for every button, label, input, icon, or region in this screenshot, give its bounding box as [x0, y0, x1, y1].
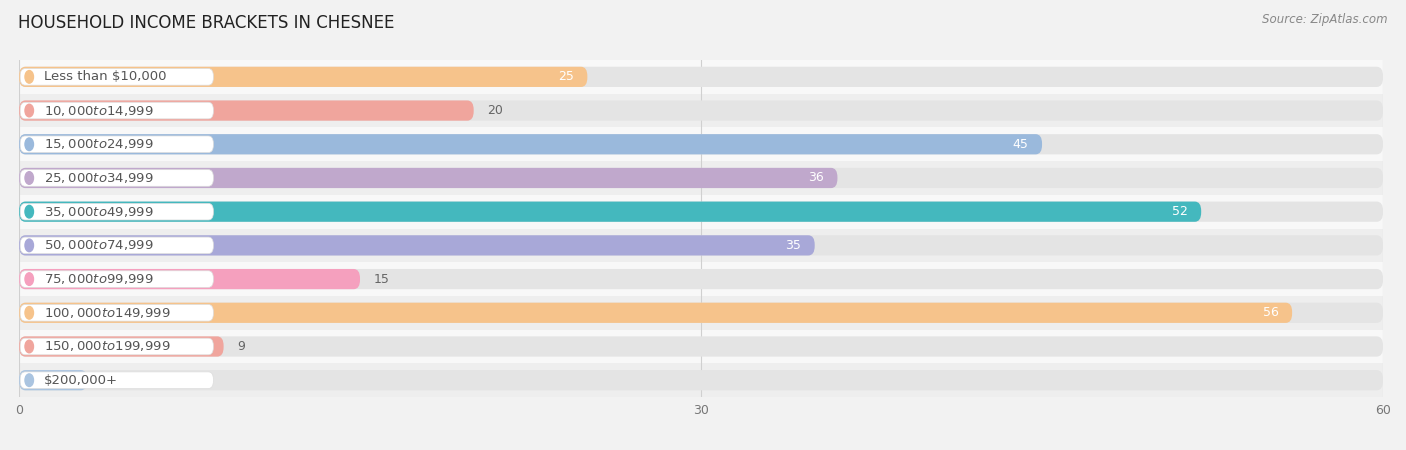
Text: Less than $10,000: Less than $10,000: [44, 70, 166, 83]
Bar: [20, 195, 1384, 229]
FancyBboxPatch shape: [20, 372, 214, 388]
Bar: [20, 229, 1384, 262]
FancyBboxPatch shape: [20, 202, 1384, 222]
FancyBboxPatch shape: [20, 202, 1201, 222]
Text: 36: 36: [808, 171, 824, 184]
FancyBboxPatch shape: [20, 203, 214, 220]
Circle shape: [25, 138, 34, 151]
Bar: [20, 161, 1384, 195]
Text: 52: 52: [1171, 205, 1188, 218]
FancyBboxPatch shape: [20, 170, 214, 186]
Bar: [20, 296, 1384, 330]
FancyBboxPatch shape: [20, 134, 1042, 154]
Bar: [20, 330, 1384, 363]
Text: $10,000 to $14,999: $10,000 to $14,999: [44, 104, 153, 117]
FancyBboxPatch shape: [20, 303, 1292, 323]
Text: $15,000 to $24,999: $15,000 to $24,999: [44, 137, 153, 151]
Bar: [20, 94, 1384, 127]
Text: HOUSEHOLD INCOME BRACKETS IN CHESNEE: HOUSEHOLD INCOME BRACKETS IN CHESNEE: [18, 14, 395, 32]
FancyBboxPatch shape: [20, 136, 214, 153]
Circle shape: [25, 71, 34, 83]
Text: $100,000 to $149,999: $100,000 to $149,999: [44, 306, 170, 320]
Text: 56: 56: [1263, 306, 1278, 320]
Bar: [20, 262, 1384, 296]
FancyBboxPatch shape: [20, 134, 1384, 154]
Circle shape: [25, 306, 34, 319]
Text: $35,000 to $49,999: $35,000 to $49,999: [44, 205, 153, 219]
FancyBboxPatch shape: [20, 102, 214, 119]
FancyBboxPatch shape: [20, 68, 214, 85]
Text: 20: 20: [488, 104, 503, 117]
Circle shape: [25, 273, 34, 285]
Bar: [20, 127, 1384, 161]
Text: 9: 9: [238, 340, 245, 353]
Text: 3: 3: [101, 374, 108, 387]
Bar: [20, 60, 1384, 94]
Circle shape: [25, 239, 34, 252]
Circle shape: [25, 104, 34, 117]
Text: 35: 35: [785, 239, 801, 252]
Circle shape: [25, 171, 34, 184]
Text: Source: ZipAtlas.com: Source: ZipAtlas.com: [1263, 14, 1388, 27]
FancyBboxPatch shape: [20, 305, 214, 321]
Bar: [20, 363, 1384, 397]
Circle shape: [25, 340, 34, 353]
Text: 45: 45: [1012, 138, 1028, 151]
Text: 25: 25: [558, 70, 574, 83]
FancyBboxPatch shape: [20, 67, 1384, 87]
Circle shape: [25, 205, 34, 218]
FancyBboxPatch shape: [20, 168, 1384, 188]
FancyBboxPatch shape: [20, 168, 838, 188]
FancyBboxPatch shape: [20, 269, 1384, 289]
FancyBboxPatch shape: [20, 67, 588, 87]
FancyBboxPatch shape: [20, 235, 1384, 256]
FancyBboxPatch shape: [20, 337, 1384, 356]
FancyBboxPatch shape: [20, 303, 1384, 323]
Text: $75,000 to $99,999: $75,000 to $99,999: [44, 272, 153, 286]
FancyBboxPatch shape: [20, 370, 1384, 390]
Text: $200,000+: $200,000+: [44, 374, 118, 387]
Circle shape: [25, 374, 34, 387]
FancyBboxPatch shape: [20, 235, 814, 256]
Text: $25,000 to $34,999: $25,000 to $34,999: [44, 171, 153, 185]
FancyBboxPatch shape: [20, 100, 474, 121]
FancyBboxPatch shape: [20, 271, 214, 288]
FancyBboxPatch shape: [20, 100, 1384, 121]
Text: $150,000 to $199,999: $150,000 to $199,999: [44, 339, 170, 354]
FancyBboxPatch shape: [20, 337, 224, 356]
FancyBboxPatch shape: [20, 237, 214, 254]
Text: $50,000 to $74,999: $50,000 to $74,999: [44, 238, 153, 252]
Text: 15: 15: [374, 273, 389, 286]
FancyBboxPatch shape: [20, 370, 87, 390]
FancyBboxPatch shape: [20, 338, 214, 355]
FancyBboxPatch shape: [20, 269, 360, 289]
